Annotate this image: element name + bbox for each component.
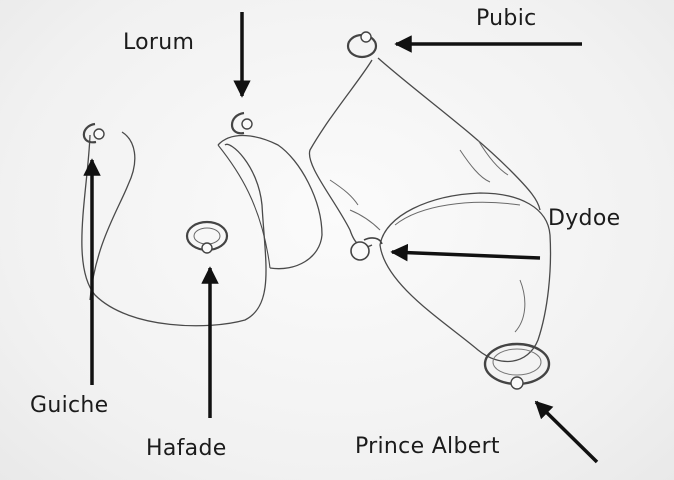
prince-albert-label: Prince Albert <box>355 434 500 459</box>
prince-albert-arrow <box>534 400 599 464</box>
glans-ridge <box>394 201 526 333</box>
scrotum-seam <box>217 144 271 269</box>
dydoe-label: Dydoe <box>548 206 621 231</box>
scrotum-left-outline <box>81 134 267 327</box>
shaft-bottom <box>308 59 373 248</box>
guiche-label: Guiche <box>30 393 109 418</box>
guiche-ring-icon <box>82 122 105 144</box>
pubic-ring-icon <box>346 31 378 59</box>
dydoe-ring-icon <box>350 237 383 261</box>
hafade-label: Hafade <box>146 436 227 461</box>
shaft-top <box>377 57 541 211</box>
scrotum-right-outline <box>217 134 323 270</box>
lorum-label: Lorum <box>123 30 195 55</box>
prince-albert-ring-icon <box>483 342 551 390</box>
glans-outline <box>379 192 552 363</box>
pubic-label: Pubic <box>476 6 537 31</box>
scrotum-left-upper <box>89 131 136 301</box>
shaft-wrinkles <box>329 139 509 231</box>
hafade-ring-icon <box>185 220 229 254</box>
lorum-ring-icon <box>230 111 253 135</box>
dydoe-arrow <box>390 243 541 262</box>
